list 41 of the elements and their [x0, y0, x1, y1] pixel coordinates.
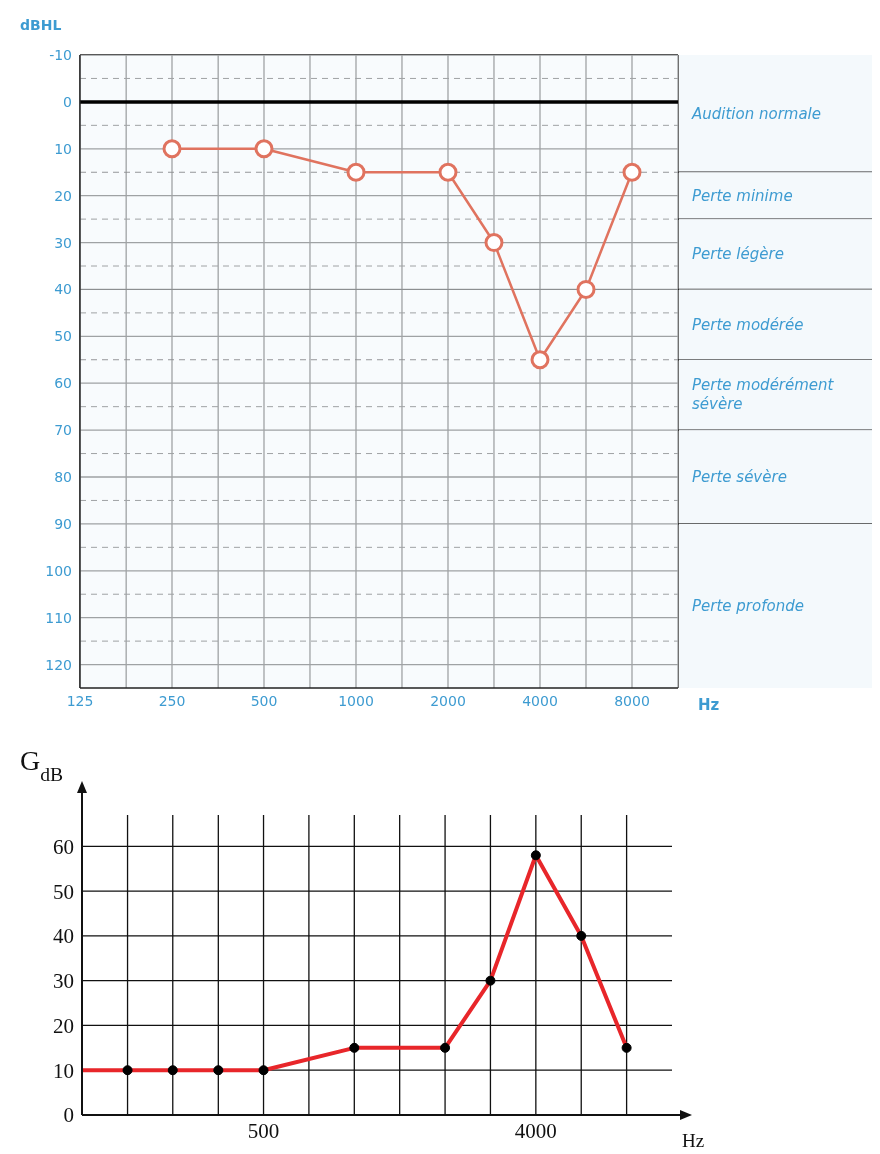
band-label: Perte profonde: [692, 596, 804, 615]
y-tick-label: 40: [53, 924, 74, 949]
y-tick-label: 50: [53, 879, 74, 904]
x-axis-title: Hz: [698, 696, 720, 714]
band-label: Audition normale: [691, 104, 822, 123]
x-tick-label: 250: [158, 692, 186, 709]
y-tick-label: 0: [63, 1103, 74, 1128]
y-axis-title: G$_{dB}$: [20, 745, 64, 785]
y-tick-label: 30: [54, 234, 72, 251]
x-tick-label: 4000: [514, 1118, 557, 1143]
x-tick-label: 500: [247, 1118, 280, 1143]
y-tick-label: 100: [45, 562, 72, 579]
band-label: Perte sévère: [692, 468, 787, 486]
y-tick-label: 120: [45, 656, 72, 673]
y-tick-label: 110: [45, 609, 72, 626]
x-tick-label: 2000: [430, 692, 466, 709]
y-tick-label: 60: [53, 834, 74, 859]
band-label: Perte légère: [692, 245, 784, 264]
y-tick-label: 80: [54, 468, 72, 485]
y-tick-label: 30: [53, 969, 74, 994]
x-tick-label: 125: [66, 692, 94, 709]
y-tick-label: 20: [53, 1013, 74, 1038]
band-label: Perte modérément sévère: [692, 376, 835, 414]
x-tick-label: 8000: [614, 692, 650, 709]
y-tick-label: 0: [63, 93, 72, 110]
x-axis-title: Hz: [682, 1130, 705, 1151]
y-tick-label: -10: [49, 46, 72, 63]
y-tick-label: 10: [54, 140, 72, 157]
x-tick-label: 4000: [522, 692, 558, 709]
y-tick-label: 50: [54, 328, 72, 345]
y-axis-title: dBHL: [20, 17, 62, 33]
x-tick-label: 500: [250, 692, 278, 709]
x-tick-label: 1000: [338, 692, 374, 709]
y-tick-label: 40: [54, 281, 72, 298]
y-tick-label: 10: [53, 1058, 74, 1083]
band-label: Perte modérée: [692, 315, 804, 334]
y-tick-label: 20: [54, 187, 72, 204]
y-tick-label: 70: [54, 422, 72, 439]
y-tick-label: 60: [54, 375, 72, 392]
y-tick-label: 90: [54, 515, 72, 532]
band-label: Perte minime: [692, 186, 793, 205]
